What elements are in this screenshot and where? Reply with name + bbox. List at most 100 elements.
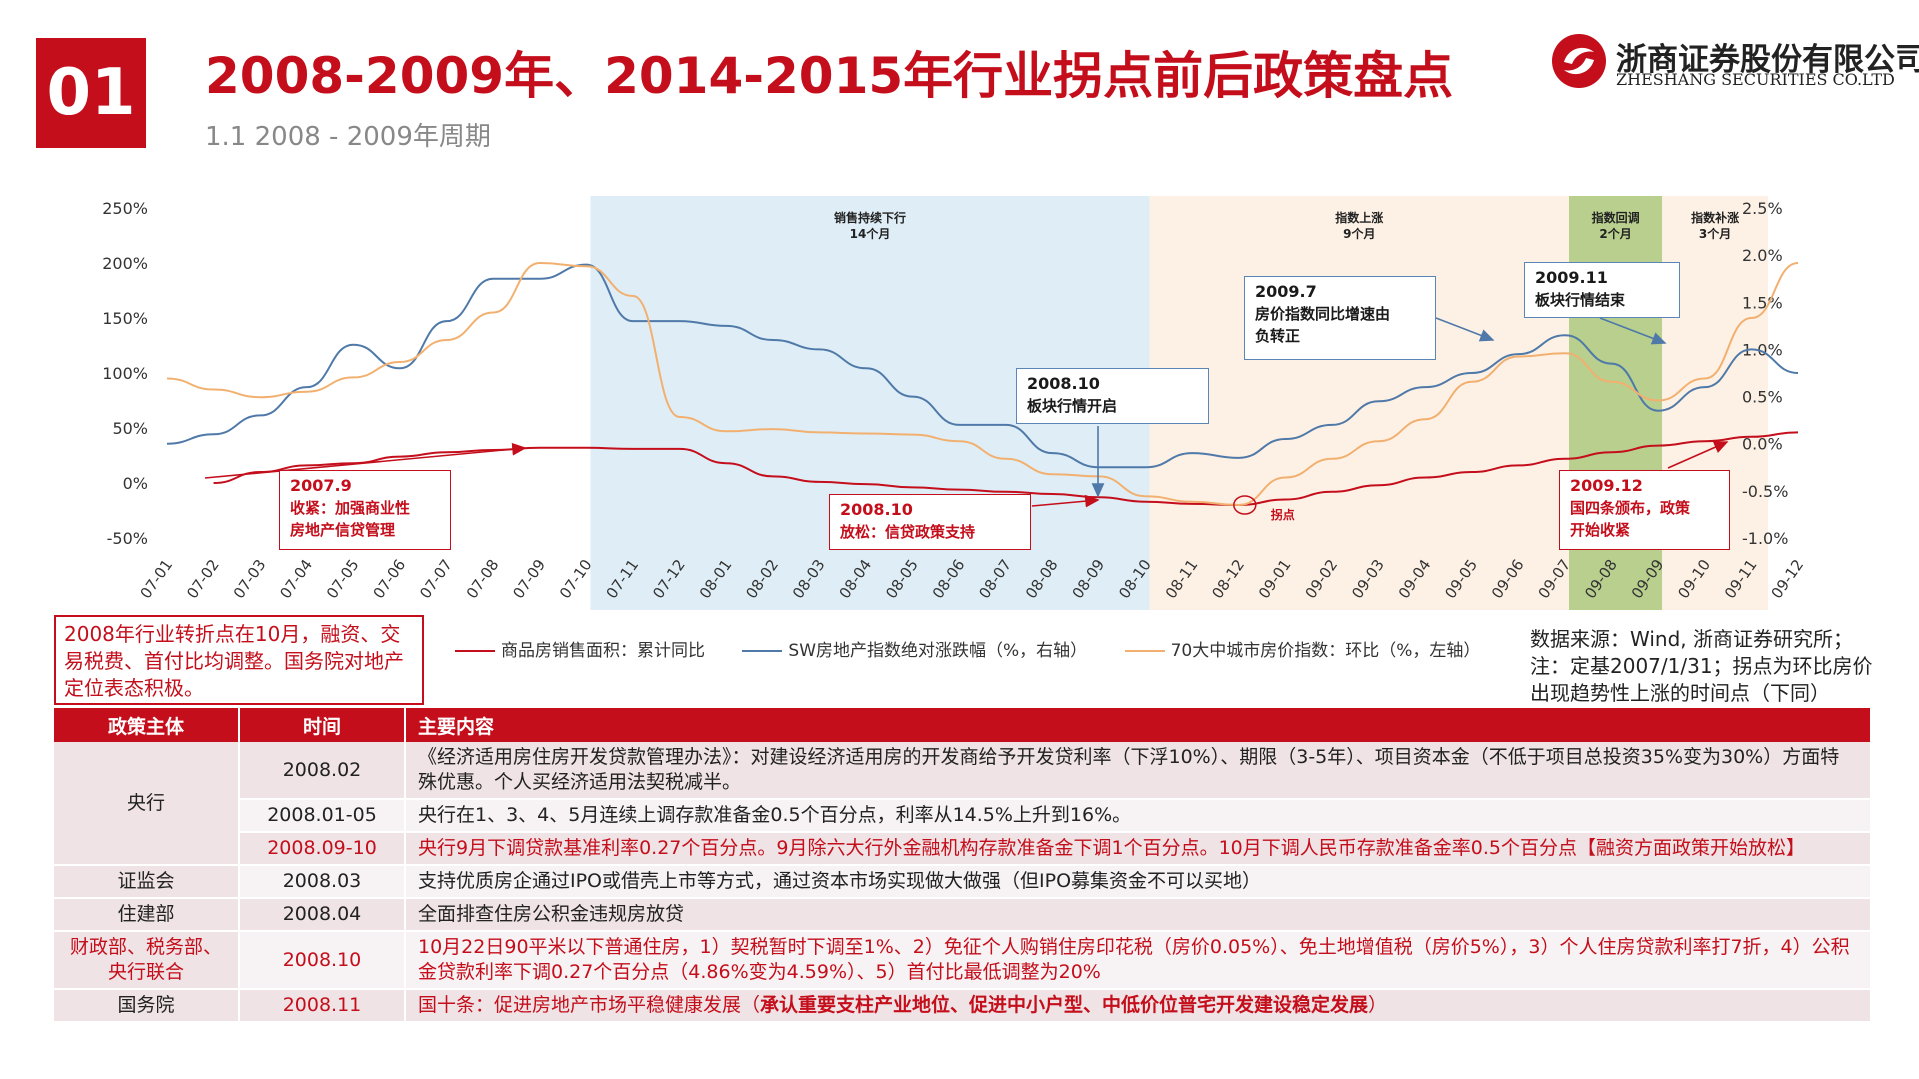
policy-date: 2008.03 (239, 865, 405, 898)
legend-swatch (455, 650, 495, 652)
callout-2008-10-loosen: 2008.10 放松：信贷政策支持 (829, 494, 1031, 550)
policy-content: 10月22日90平米以下普通住房，1）契税暂时下调至1%、2）免征个人购销住房印… (405, 931, 1871, 989)
policy-content: 全面排查住房公积金违规房放贷 (405, 898, 1871, 931)
table-row: 国务院 2008.11 国十条：促进房地产市场平稳健康发展（承认重要支柱产业地位… (54, 989, 1871, 1022)
x-tick-label: 07-09 (509, 556, 549, 602)
phase-label: 指数上涨 (1335, 210, 1383, 225)
policy-entity: 证监会 (54, 865, 239, 898)
legend-item-sw-index: SW房地产指数绝对涨跌幅（%，右轴） (742, 636, 1087, 661)
callout-date: 2008.10 (840, 499, 1020, 521)
callout-text: 国四条颁布，政策 (1570, 497, 1719, 519)
phase-duration: 9个月 (1343, 226, 1375, 241)
policy-content: 央行在1、3、4、5月连续上调存款准备金0.5个百分点，利率从14.5%上升到1… (405, 799, 1871, 832)
callout-text: 收紧：加强商业性 (290, 497, 440, 519)
x-tick-label: 07-06 (370, 556, 410, 602)
policy-content: 支持优质房企通过IPO或借壳上市等方式，通过资本市场实现做大做强（但IPO募集资… (405, 865, 1871, 898)
data-source-note: 数据来源：Wind, 浙商证券研究所；注：定基2007/1/31；拐点为环比房价… (1530, 626, 1890, 707)
legend-item-price-index: 70大中城市房价指数：环比（%，左轴） (1125, 636, 1481, 661)
callout-text: 房价指数同比增速由 (1255, 303, 1425, 325)
policy-date: 2008.09-10 (239, 832, 405, 865)
callout-date: 2009.12 (1570, 475, 1719, 497)
left-axis-ticks: 250% 200% 150% 100% 50% 0% -50% (102, 199, 148, 548)
policy-content: 《经济适用房住房开发贷款管理办法》：对建设经济适用房的开发商给予开发贷利率（下浮… (405, 742, 1871, 799)
callout-text: 板块行情开启 (1027, 395, 1198, 417)
policy-content: 央行9月下调贷款基准利率0.27个百分点。9月除六大行外金融机构存款准备金下调1… (405, 832, 1871, 865)
legend-item-sales: 商品房销售面积：累计同比 (455, 636, 705, 661)
policy-entity: 国务院 (54, 989, 239, 1022)
table-row: 央行 2008.02 《经济适用房住房开发贷款管理办法》：对建设经济适用房的开发… (54, 742, 1871, 799)
callout-date: 2009.11 (1535, 267, 1669, 289)
x-tick-label: 07-03 (230, 556, 270, 602)
right-tick-label: 2.0% (1742, 246, 1783, 265)
left-tick-label: 200% (102, 254, 148, 273)
x-tick-label: 07-04 (276, 556, 316, 602)
policy-table: 政策主体 时间 主要内容 央行 2008.02 《经济适用房住房开发贷款管理办法… (54, 708, 1872, 1023)
left-tick-label: 0% (123, 474, 148, 493)
left-tick-label: 250% (102, 199, 148, 218)
page-subtitle: 1.1 2008 - 2009年周期 (205, 116, 491, 153)
policy-date: 2008.11 (239, 989, 405, 1022)
right-tick-label: 0.5% (1742, 388, 1783, 407)
table-row: 2008.01-05 央行在1、3、4、5月连续上调存款准备金0.5个百分点，利… (54, 799, 1871, 832)
phase-label: 指数补涨 (1691, 210, 1739, 225)
phase-label: 指数回调 (1592, 210, 1640, 225)
legend-label: 70大中城市房价指数：环比（%，左轴） (1171, 641, 1481, 661)
callout-2007-9: 2007.9 收紧：加强商业性 房地产信贷管理 (279, 470, 451, 550)
callout-text: 房地产信贷管理 (290, 519, 440, 541)
policy-content-c: ） (1368, 994, 1387, 1016)
phase-band (1150, 196, 1569, 610)
table-row: 住建部 2008.04 全面排查住房公积金违规房放贷 (54, 898, 1871, 931)
callout-date: 2009.7 (1255, 281, 1425, 303)
callout-text: 负转正 (1255, 325, 1425, 347)
x-tick-label: 07-07 (416, 556, 456, 602)
summary-note: 2008年行业转折点在10月，融资、交易税费、首付比均调整。国务院对地产定位表态… (54, 615, 424, 705)
phase-duration: 2个月 (1599, 226, 1631, 241)
legend-label: SW房地产指数绝对涨跌幅（%，右轴） (788, 641, 1087, 661)
policy-entity: 财政部、税务部、央行联合 (54, 931, 239, 989)
left-tick-label: -50% (107, 529, 148, 548)
company-name-en: ZHESHANG SECURITIES CO.LTD (1616, 70, 1895, 89)
table-header-row: 政策主体 时间 主要内容 (54, 708, 1871, 742)
policy-content-a: 国十条：促进房地产市场平稳健康发展（ (418, 994, 760, 1016)
inflection-label: 拐点 (1271, 507, 1295, 522)
x-tick-label: 07-10 (556, 556, 596, 602)
legend-swatch (1125, 650, 1165, 652)
table-row: 财政部、税务部、央行联合 2008.10 10月22日90平米以下普通住房，1）… (54, 931, 1871, 989)
right-tick-label: -1.0% (1742, 529, 1788, 548)
phase-duration: 3个月 (1699, 226, 1731, 241)
policy-entity: 央行 (54, 742, 239, 865)
policy-content: 国十条：促进房地产市场平稳健康发展（承认重要支柱产业地位、促进中小户型、中低价位… (405, 989, 1871, 1022)
section-number-badge: 01 (36, 38, 146, 148)
callout-date: 2007.9 (290, 475, 440, 497)
legend-swatch (742, 650, 782, 652)
right-tick-label: 2.5% (1742, 199, 1783, 218)
right-tick-label: -0.5% (1742, 482, 1788, 501)
left-tick-label: 50% (112, 419, 148, 438)
x-tick-label: 09-12 (1768, 556, 1808, 602)
x-tick-label: 07-08 (463, 556, 503, 602)
x-tick-label: 07-01 (137, 556, 177, 602)
policy-content-emphasis: 承认重要支柱产业地位、促进中小户型、中低价位普宅开发建设稳定发展 (760, 994, 1368, 1016)
policy-date: 2008.01-05 (239, 799, 405, 832)
column-header: 时间 (239, 708, 405, 742)
column-header: 政策主体 (54, 708, 239, 742)
phase-label: 销售持续下行 (834, 210, 906, 225)
chart-legend: 商品房销售面积：累计同比 SW房地产指数绝对涨跌幅（%，右轴） 70大中城市房价… (455, 636, 1512, 661)
table-row: 2008.09-10 央行9月下调贷款基准利率0.27个百分点。9月除六大行外金… (54, 832, 1871, 865)
callout-2009-12: 2009.12 国四条颁布，政策 开始收紧 (1559, 470, 1730, 550)
table-row: 证监会 2008.03 支持优质房企通过IPO或借壳上市等方式，通过资本市场实现… (54, 865, 1871, 898)
right-tick-label: 1.5% (1742, 293, 1783, 312)
callout-text: 放松：信贷政策支持 (840, 521, 1020, 543)
callout-date: 2008.10 (1027, 373, 1198, 395)
callout-2009-11: 2009.11 板块行情结束 (1524, 262, 1680, 318)
callout-text: 开始收紧 (1570, 519, 1719, 541)
legend-label: 商品房销售面积：累计同比 (501, 641, 705, 661)
left-tick-label: 150% (102, 309, 148, 328)
column-header: 主要内容 (405, 708, 1871, 742)
x-tick-label: 07-02 (183, 556, 223, 602)
company-logo-icon (1550, 32, 1608, 90)
page-title: 2008-2009年、2014-2015年行业拐点前后政策盘点 (205, 36, 1453, 108)
policy-entity: 住建部 (54, 898, 239, 931)
policy-date: 2008.10 (239, 931, 405, 989)
callout-2008-10-rally: 2008.10 板块行情开启 (1016, 368, 1209, 424)
